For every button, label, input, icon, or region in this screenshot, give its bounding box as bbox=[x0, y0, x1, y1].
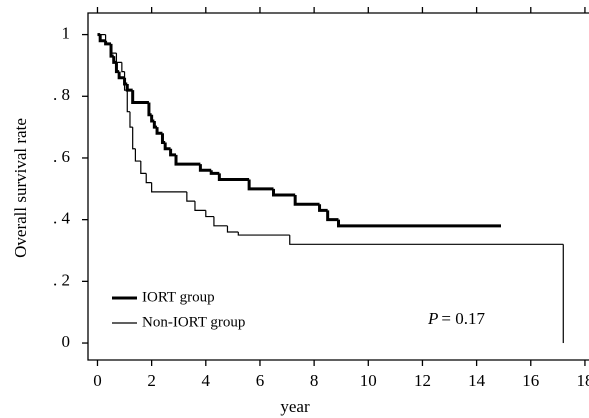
annotation: P = 0.17 bbox=[427, 309, 485, 328]
y-tick-label: . 2 bbox=[53, 270, 70, 289]
survival-step bbox=[117, 71, 125, 80]
survival-step bbox=[247, 179, 274, 191]
survival-step bbox=[318, 204, 328, 212]
survival-step bbox=[194, 201, 206, 212]
y-axis-label: Overall survival rate bbox=[11, 118, 30, 258]
survival-step bbox=[134, 148, 141, 162]
survival-step bbox=[226, 225, 239, 233]
plot-frame bbox=[87, 12, 589, 361]
survival-step bbox=[98, 34, 106, 43]
survival-step bbox=[105, 34, 112, 45]
x-tick-label: 4 bbox=[202, 371, 211, 390]
survival-step bbox=[152, 120, 158, 129]
y-tick-label: . 4 bbox=[53, 209, 71, 228]
y-tick-label: . 8 bbox=[53, 85, 70, 104]
survival-step bbox=[174, 154, 201, 166]
y-tick-label: 0 bbox=[62, 332, 71, 351]
survival-step bbox=[326, 210, 339, 222]
survival-step bbox=[123, 71, 128, 91]
survival-step bbox=[237, 231, 290, 236]
survival-step bbox=[160, 133, 166, 145]
legend-label: IORT group bbox=[142, 289, 215, 305]
x-tick-label: 0 bbox=[93, 371, 102, 390]
survival-step bbox=[163, 142, 171, 151]
x-axis-label: year bbox=[280, 397, 310, 416]
survival-step bbox=[115, 53, 122, 63]
survival-step bbox=[151, 182, 187, 193]
survival-step bbox=[293, 194, 320, 206]
survival-step bbox=[169, 148, 177, 157]
survival-step bbox=[131, 90, 149, 104]
survival-step bbox=[205, 210, 214, 218]
survival-step bbox=[198, 164, 212, 172]
y-tick-label: 1 bbox=[62, 23, 71, 42]
survival-step bbox=[110, 43, 117, 54]
survival-step bbox=[126, 90, 130, 113]
x-tick-label: 12 bbox=[414, 371, 431, 390]
survival-step bbox=[150, 114, 155, 123]
survival-step bbox=[121, 62, 125, 73]
p-symbol: P bbox=[427, 309, 438, 328]
survival-step bbox=[140, 161, 147, 174]
x-tick-label: 6 bbox=[256, 371, 265, 390]
legend-label: Non-IORT group bbox=[142, 314, 245, 330]
x-tick-label: 18 bbox=[576, 371, 589, 390]
survival-step bbox=[155, 127, 163, 135]
y-tick-label: . 6 bbox=[53, 147, 70, 166]
survival-step bbox=[132, 127, 136, 150]
x-tick-label: 14 bbox=[468, 371, 486, 390]
survival-step bbox=[145, 173, 152, 184]
survival-step bbox=[125, 83, 133, 92]
survival-step bbox=[337, 219, 501, 228]
survival-step bbox=[213, 216, 228, 227]
x-tick-label: 10 bbox=[360, 371, 377, 390]
survival-step bbox=[147, 102, 152, 117]
survival-step bbox=[289, 235, 564, 245]
survival-step bbox=[186, 191, 195, 202]
survival-step bbox=[112, 56, 117, 64]
x-tick-label: 2 bbox=[147, 371, 156, 390]
survival-step bbox=[209, 170, 220, 175]
survival-step bbox=[217, 173, 250, 182]
survival-step bbox=[129, 111, 133, 128]
survival-step bbox=[114, 62, 120, 74]
p-value: = 0.17 bbox=[441, 309, 485, 328]
x-tick-label: 16 bbox=[522, 371, 539, 390]
x-tick-label: 8 bbox=[310, 371, 319, 390]
survival-step bbox=[272, 188, 296, 197]
